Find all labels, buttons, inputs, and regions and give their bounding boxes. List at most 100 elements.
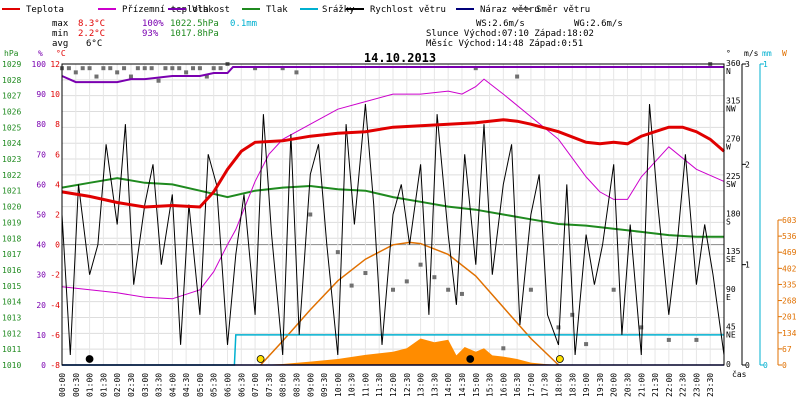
tick-dir-deg: 315 — [726, 97, 741, 106]
temperature-line — [61, 118, 725, 209]
tick-temp: 0 — [55, 241, 60, 250]
wind-direction-point — [473, 66, 478, 71]
tick-hpa: 1010 — [2, 361, 21, 370]
info-ws: WS:2.6m/s — [476, 19, 525, 29]
wind-direction-point — [446, 287, 451, 292]
tick-time: 12:00 — [389, 373, 398, 397]
tick-layer: 1010101110121013101410151016101710181019… — [2, 59, 797, 397]
tick-time: 19:00 — [582, 373, 591, 397]
legend-precipitation: Srážky — [322, 5, 355, 15]
tick-hpa: 1026 — [2, 108, 21, 117]
tick-time: 14:30 — [458, 373, 467, 397]
tick-time: 10:30 — [348, 373, 357, 397]
tick-time: 18:30 — [568, 373, 577, 397]
wind-direction-point — [501, 346, 506, 351]
tick-time: 04:30 — [182, 373, 191, 397]
wind-direction-point — [204, 74, 209, 79]
tick-dir-name: NW — [726, 105, 736, 114]
ground-temperature-line — [61, 78, 725, 300]
tick-time: 03:30 — [155, 373, 164, 397]
unit-pct: % — [38, 49, 43, 58]
tick-dir-deg: 360 — [726, 59, 741, 68]
tick-dir-name: N — [726, 67, 731, 76]
wind-direction-point — [66, 66, 71, 71]
stats-max-hum: 100% — [142, 19, 164, 29]
tick-temp: 6 — [55, 150, 60, 159]
tick-time: 09:30 — [320, 373, 329, 397]
tick-hpa: 1029 — [2, 60, 21, 69]
wind-direction-point — [335, 250, 340, 255]
wind-direction-point — [308, 212, 313, 217]
tick-time: 19:30 — [596, 373, 605, 397]
tick-dir-name: SE — [726, 255, 736, 264]
wind-speed-line — [61, 104, 725, 356]
tick-time: 14:00 — [444, 373, 453, 397]
tick-hpa: 1012 — [2, 329, 21, 338]
wind-direction-point — [122, 66, 127, 71]
tick-dir-deg: 225 — [726, 172, 741, 181]
wind-direction-point — [128, 74, 133, 79]
tick-dir-name: S — [726, 218, 731, 227]
tick-dir-deg: 135 — [726, 247, 741, 256]
tick-hpa: 1013 — [2, 313, 21, 322]
tick-mm: 0 — [763, 361, 768, 370]
wind-direction-point — [570, 312, 575, 317]
tick-time: 05:30 — [210, 373, 219, 397]
legend-wind-speed: Rychlost větru — [370, 5, 446, 15]
tick-w: 536 — [782, 232, 797, 241]
stats-min-temp: 2.2°C — [78, 29, 105, 39]
tick-dir-deg: 270 — [726, 134, 741, 143]
tick-time: 20:30 — [623, 373, 632, 397]
stats-min-press: 1017.8hPa — [170, 29, 219, 39]
sunrise-marker — [256, 355, 265, 363]
wind-direction-point — [432, 275, 437, 280]
unit-w: W — [782, 49, 787, 58]
unit-cas: čas — [732, 369, 747, 379]
tick-pct: 60 — [36, 180, 46, 189]
info-moon: Měsíc Východ:14:48 Západ:0:51 — [426, 39, 583, 49]
tick-time: 17:00 — [527, 373, 536, 397]
tick-pct: 80 — [36, 120, 46, 129]
tick-time: 23:00 — [692, 373, 701, 397]
wind-direction-point — [80, 66, 85, 71]
wind-direction-point — [87, 66, 92, 71]
tick-hpa: 1021 — [2, 187, 21, 196]
info-block: WS:2.6m/s WG:2.6m/s Slunce Východ:07:10 … — [426, 19, 623, 49]
tick-temp: 10 — [50, 90, 60, 99]
wind-direction-point — [639, 325, 644, 330]
wind-direction-point — [101, 66, 106, 71]
tick-time: 12:30 — [403, 373, 412, 397]
wind-direction-point — [177, 66, 182, 71]
legend-temperature: Teplota — [26, 5, 64, 15]
tick-pct: 20 — [36, 301, 46, 310]
tick-temp: 12 — [50, 60, 60, 69]
tick-time: 16:00 — [499, 373, 508, 397]
tick-hpa: 1027 — [2, 92, 21, 101]
tick-dir-deg: 180 — [726, 210, 741, 219]
tick-pct: 30 — [36, 271, 46, 280]
stats-max-label: max — [52, 19, 69, 29]
wind-direction-point — [115, 70, 120, 75]
tick-temp: -6 — [50, 331, 60, 340]
tick-pct: 50 — [36, 211, 46, 220]
tick-hpa: 1025 — [2, 123, 21, 132]
tick-time: 18:00 — [555, 373, 564, 397]
tick-w: 201 — [782, 313, 797, 322]
tick-w: 134 — [782, 329, 797, 338]
stats-avg-temp: 6°C — [86, 39, 102, 49]
tick-time: 06:30 — [237, 373, 246, 397]
tick-mm: 1 — [763, 60, 768, 69]
tick-w: 469 — [782, 248, 797, 257]
tick-temp: -2 — [50, 271, 60, 280]
wind-direction-point — [418, 262, 423, 267]
wind-direction-point — [197, 66, 202, 71]
tick-time: 22:30 — [679, 373, 688, 397]
tick-time: 13:30 — [430, 373, 439, 397]
tick-dir-name: E — [726, 293, 731, 302]
tick-temp: 4 — [55, 180, 60, 189]
tick-pct: 10 — [36, 331, 46, 340]
stats-max-temp: 8.3°C — [78, 19, 105, 29]
tick-w: 67 — [782, 345, 792, 354]
legend-ground-temperature: Přízemní teplota — [122, 5, 209, 15]
